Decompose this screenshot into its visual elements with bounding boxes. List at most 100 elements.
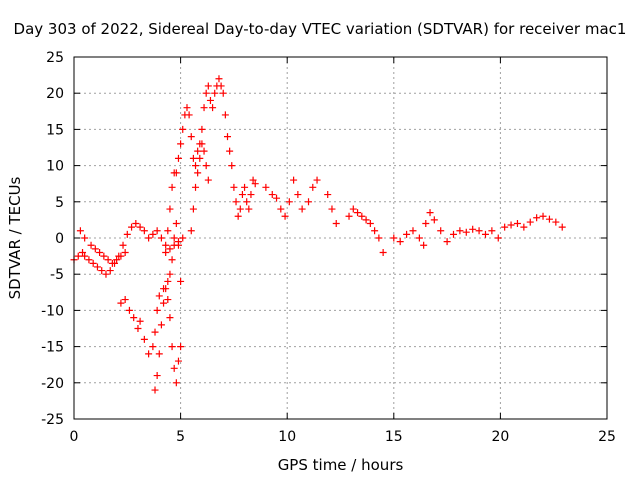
data-point [475, 227, 483, 235]
data-point [151, 328, 159, 336]
data-point [396, 238, 404, 246]
data-point [268, 191, 276, 199]
data-point [168, 343, 176, 351]
data-point [437, 227, 445, 235]
data-point [128, 223, 136, 231]
data-point [104, 256, 112, 264]
y-tick-label: -25 [41, 412, 64, 428]
data-point [249, 176, 257, 184]
data-point [157, 234, 165, 242]
data-point [224, 133, 232, 141]
data-point [219, 89, 227, 97]
data-point [415, 234, 423, 242]
y-tick-label: -5 [50, 267, 64, 283]
data-point [204, 176, 212, 184]
data-point [162, 248, 170, 256]
data-point [93, 263, 101, 271]
data-point [305, 198, 313, 206]
data-point [533, 214, 541, 222]
data-point [183, 104, 191, 112]
data-point [121, 296, 129, 304]
data-point [164, 227, 172, 235]
data-point [362, 216, 370, 224]
y-tick-label: -10 [41, 303, 64, 319]
data-point [179, 234, 187, 242]
data-point [160, 299, 168, 307]
y-tick-label: -15 [41, 340, 64, 356]
data-point [206, 96, 214, 104]
data-point [226, 147, 234, 155]
data-point [153, 372, 161, 380]
data-points [70, 75, 566, 394]
data-point [168, 256, 176, 264]
data-point [390, 234, 398, 242]
x-axis-label: GPS time / hours [277, 456, 404, 474]
data-point [409, 227, 417, 235]
data-point [443, 238, 451, 246]
data-point [192, 183, 200, 191]
data-point [117, 252, 125, 260]
data-point [74, 252, 82, 260]
data-point [262, 183, 270, 191]
y-tick-label: -20 [41, 376, 64, 392]
data-point [153, 227, 161, 235]
data-point [247, 191, 255, 199]
data-point [202, 89, 210, 97]
data-point [189, 154, 197, 162]
data-point [192, 162, 200, 170]
data-point [81, 252, 89, 260]
data-point [79, 248, 87, 256]
data-point [91, 245, 99, 253]
data-point [140, 227, 148, 235]
x-tick-label: 15 [385, 429, 403, 445]
data-point [366, 220, 374, 228]
data-point [145, 350, 153, 358]
data-point [149, 343, 157, 351]
data-point [162, 285, 170, 293]
data-point [234, 212, 242, 220]
data-point [273, 194, 281, 202]
data-point [375, 234, 383, 242]
data-point [76, 227, 84, 235]
data-point [204, 82, 212, 90]
axis-ticks: 0 5 10 15 20 25 -25 -20 -15 -10 -5 0 5 10 15 20 25 [41, 50, 616, 445]
data-point [513, 220, 521, 228]
data-point [177, 277, 185, 285]
data-point [177, 343, 185, 351]
data-point [494, 234, 502, 242]
data-point [164, 296, 172, 304]
data-point [140, 335, 148, 343]
y-tick-label: 5 [55, 195, 64, 211]
data-point [217, 82, 225, 90]
data-point [230, 183, 238, 191]
data-point [236, 205, 244, 213]
data-point [309, 183, 317, 191]
data-point [123, 230, 131, 238]
data-point [281, 212, 289, 220]
data-point [166, 314, 174, 322]
data-point [166, 205, 174, 213]
data-point [430, 216, 438, 224]
data-point [155, 292, 163, 300]
data-point [358, 212, 366, 220]
data-point [290, 176, 298, 184]
data-point [462, 228, 470, 236]
data-point [164, 277, 172, 285]
data-point [488, 227, 496, 235]
data-point [162, 241, 170, 249]
data-point [251, 180, 259, 188]
y-tick-label: 20 [46, 86, 64, 102]
plot-frame [73, 56, 608, 420]
data-point [189, 205, 197, 213]
data-point [174, 154, 182, 162]
data-point [403, 230, 411, 238]
data-point [298, 205, 306, 213]
data-point [552, 218, 560, 226]
data-point [179, 125, 187, 133]
data-point [456, 227, 464, 235]
y-axis-label: SDTVAR / TECUs [6, 176, 24, 300]
data-point [119, 241, 127, 249]
data-point [228, 162, 236, 170]
data-point [174, 357, 182, 365]
data-point [98, 267, 106, 275]
